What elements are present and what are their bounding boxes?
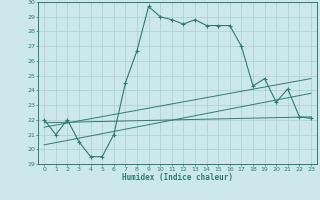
X-axis label: Humidex (Indice chaleur): Humidex (Indice chaleur)	[122, 173, 233, 182]
